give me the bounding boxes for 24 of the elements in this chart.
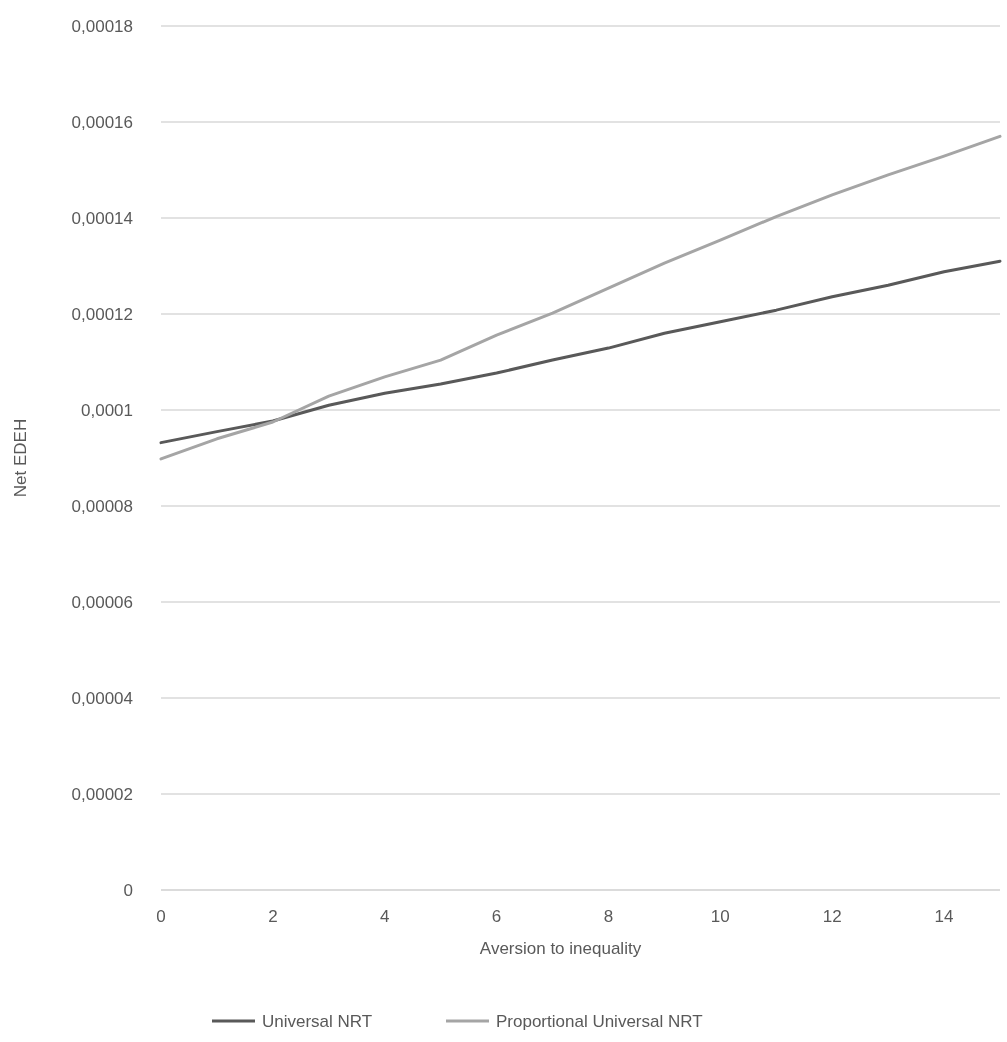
x-axis-title: Aversion to inequality (479, 938, 642, 958)
y-axis-title: Net EDEH (10, 418, 30, 498)
line-series (159, 259, 1002, 445)
y-tick-label: 0 (123, 880, 133, 900)
y-tick-label: 0,0001 (81, 400, 133, 420)
x-tick-label: 8 (603, 906, 614, 926)
x-tick-label: 6 (491, 906, 502, 926)
legend-label: Proportional Universal NRT (496, 1011, 703, 1031)
x-tick-label: 0 (156, 906, 166, 926)
x-tick-label: 12 (822, 906, 842, 926)
y-tick-label: 0,00004 (71, 688, 133, 708)
y-tick-label: 0,00012 (71, 304, 133, 324)
x-tick-label: 2 (268, 906, 278, 926)
y-tick-label: 0,00018 (71, 16, 133, 36)
y-tick-label: 0,00008 (71, 496, 133, 516)
y-tick-label: 0,00006 (71, 592, 133, 612)
y-tick-label: 0,00002 (71, 784, 133, 804)
x-tick-label: 4 (380, 906, 390, 926)
x-tick-label: 14 (934, 906, 954, 926)
y-tick-label: 0,00014 (71, 208, 133, 228)
line-series (159, 134, 1002, 461)
x-tick-label: 10 (710, 906, 730, 926)
y-tick-label: 0,00016 (71, 112, 133, 132)
legend-label: Universal NRT (262, 1011, 373, 1031)
